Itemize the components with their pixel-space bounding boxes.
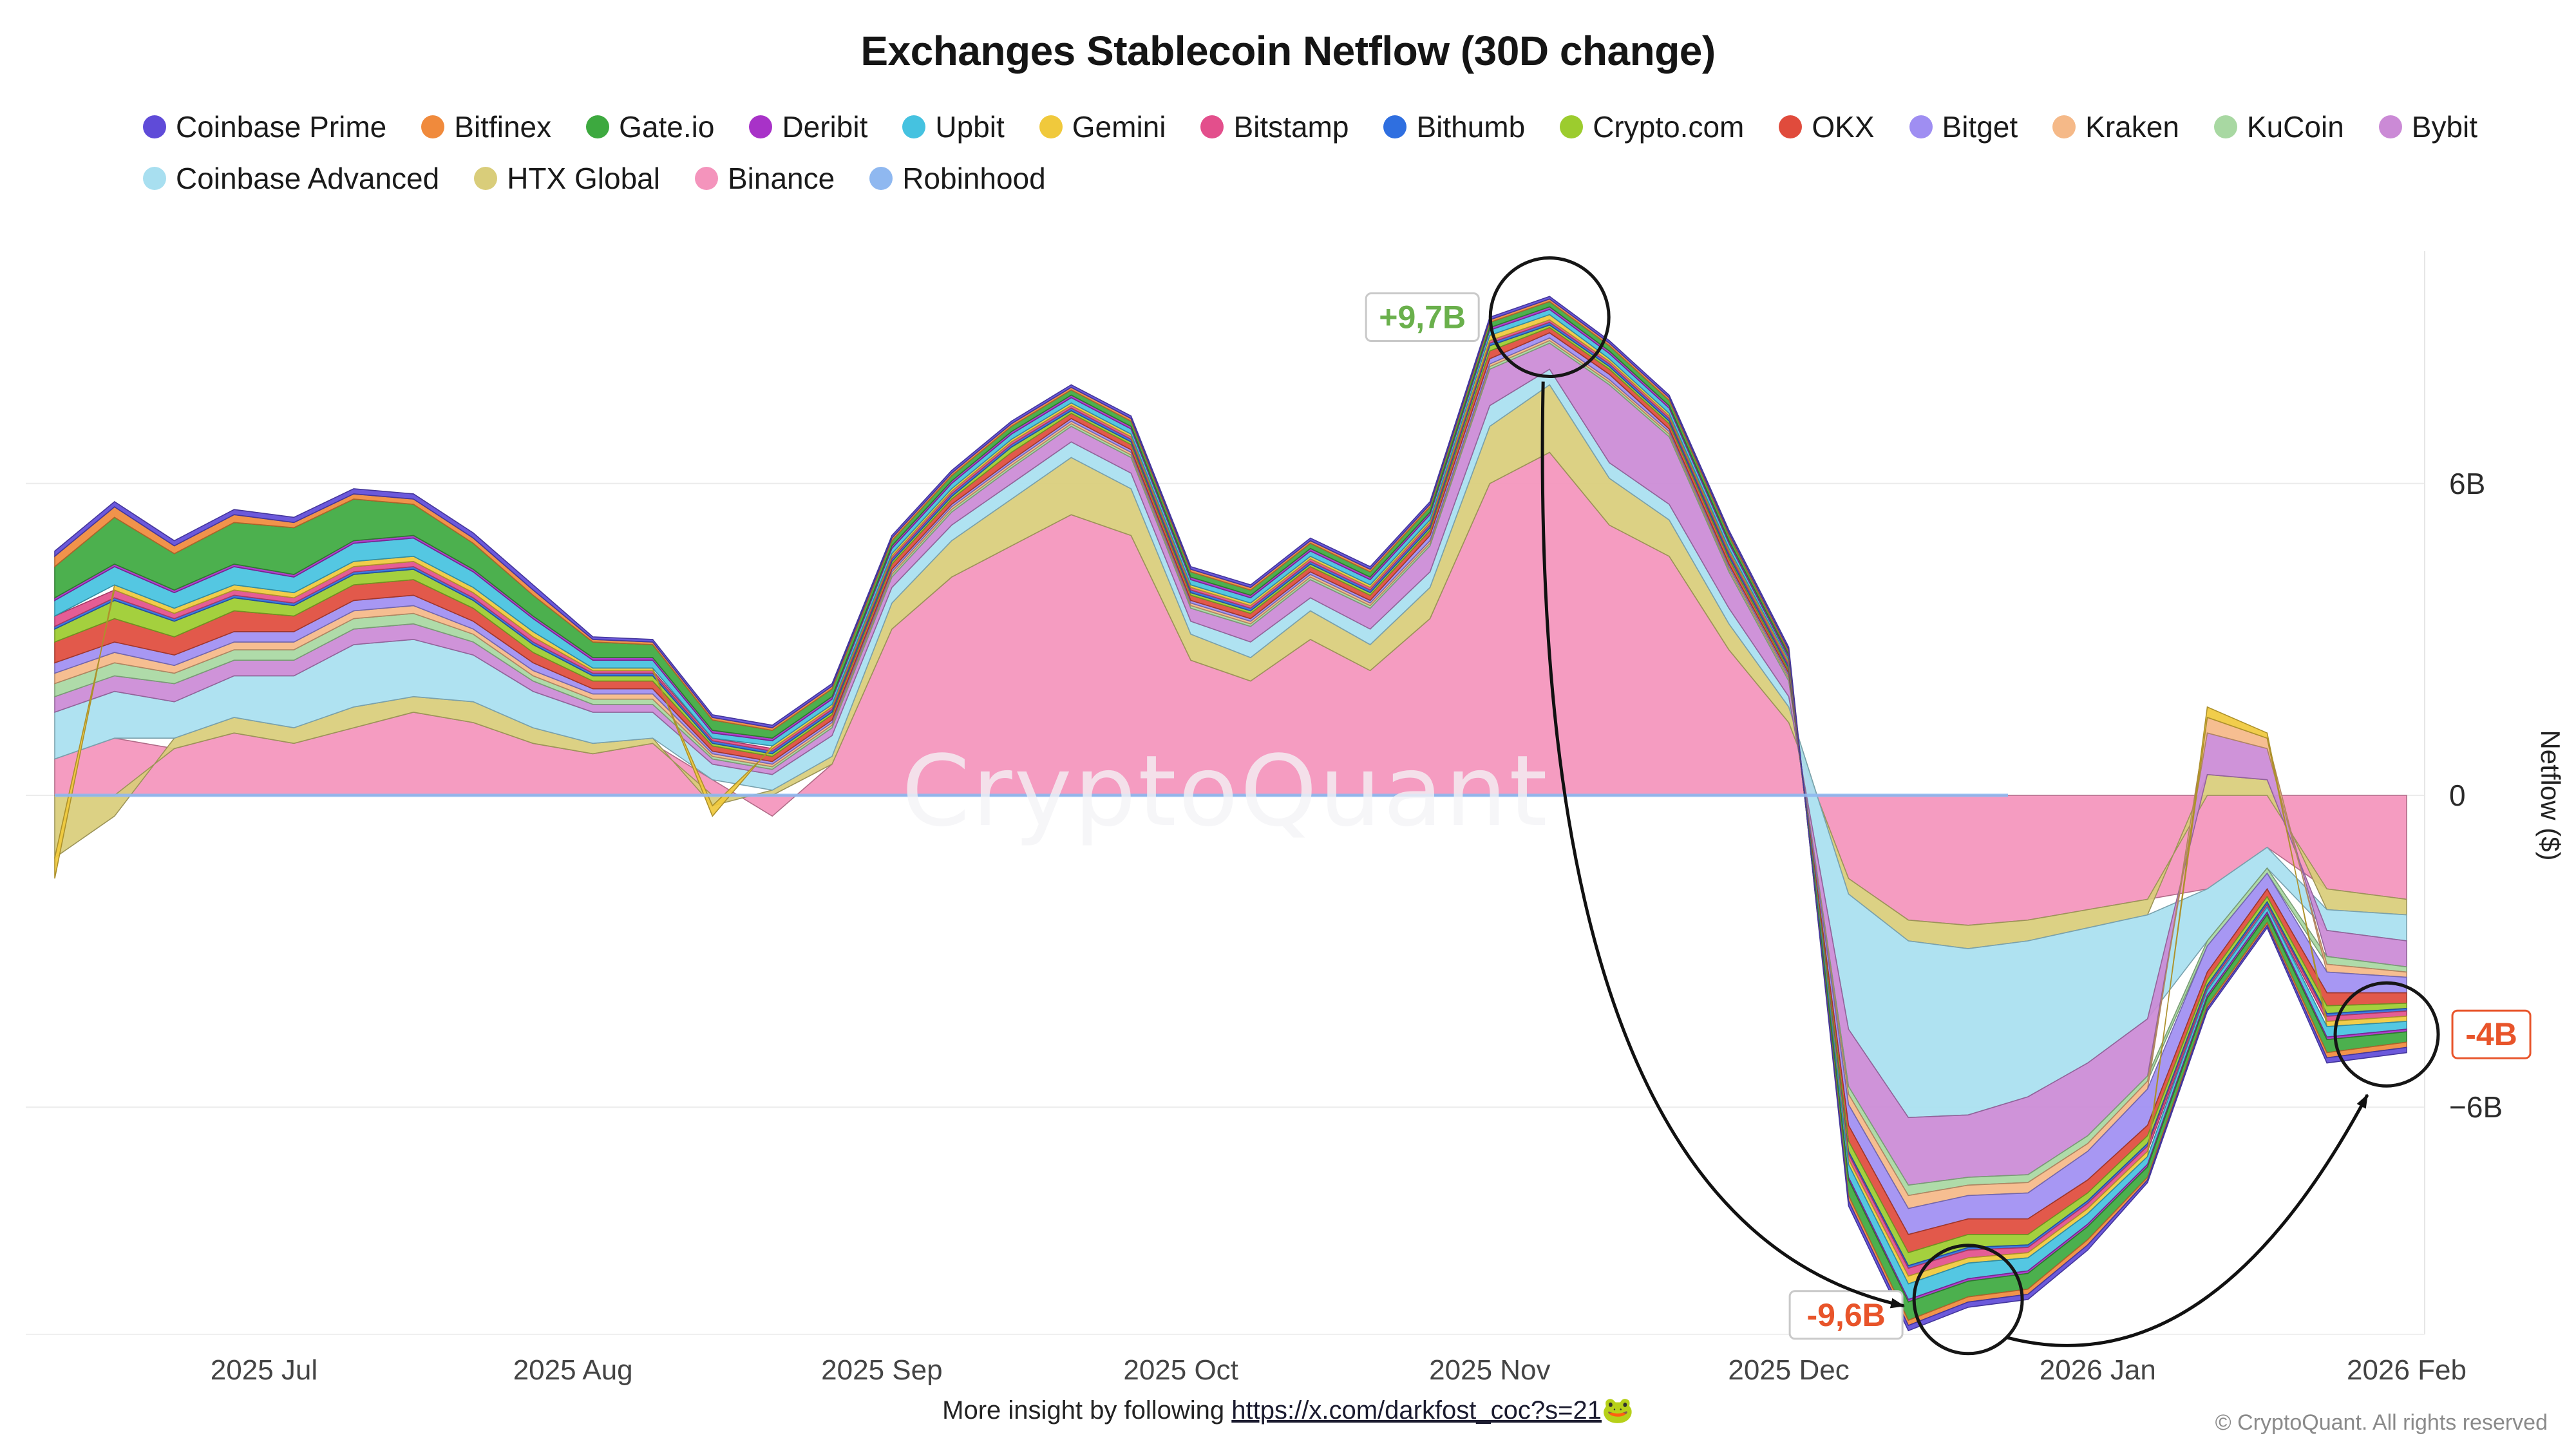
legend-item-bitget[interactable]: Bitget <box>1909 109 2018 144</box>
legend-label: Gemini <box>1072 110 1166 144</box>
annotation-arrow-peak-to-trough <box>1540 381 1906 1309</box>
legend-label: HTX Global <box>507 162 660 195</box>
gemini-dot-icon <box>1039 115 1063 138</box>
x-tick-label: 2025 Sep <box>821 1354 942 1386</box>
legend-item-bybit[interactable]: Bybit <box>2378 109 2478 144</box>
crypto-com-dot-icon <box>1560 115 1584 138</box>
legend-label: OKX <box>1812 110 1875 144</box>
kucoin-dot-icon <box>2213 115 2237 138</box>
y-tick-label: 0 <box>2449 779 2466 812</box>
x-tick-label: 2025 Jul <box>211 1354 317 1386</box>
bitstamp-dot-icon <box>1200 115 1224 138</box>
htx-global-dot-icon <box>474 167 498 190</box>
gridlines: 6B 0 −6B 2025 Jul 2025 Aug 2025 Sep 2025 Oct 20… <box>26 251 2503 1386</box>
coinbase-advanced-dot-icon <box>143 167 166 190</box>
annotation-circle-peak <box>1488 256 1611 379</box>
kraken-dot-icon <box>2052 115 2076 138</box>
legend-item-bithumb[interactable]: Bithumb <box>1383 109 1525 144</box>
footer-link[interactable]: https://x.com/darkfost_coc?s=21 <box>1231 1396 1602 1425</box>
annotation-arrow-trough-to-end <box>2005 1094 2369 1347</box>
legend-item-binance[interactable]: Binance <box>694 161 835 196</box>
legend-item-gemini[interactable]: Gemini <box>1039 109 1166 144</box>
annotation-circle-trough <box>1912 1244 2024 1356</box>
annotation-circle-end <box>2333 981 2440 1088</box>
x-tick-label: 2025 Dec <box>1728 1354 1849 1386</box>
legend-label: Coinbase Advanced <box>176 162 440 195</box>
y-tick-label: 6B <box>2449 467 2485 500</box>
legend-label: Crypto.com <box>1593 110 1745 144</box>
annotation-label-peak: +9,7B <box>1379 299 1466 336</box>
legend-label: Bybit <box>2411 110 2478 144</box>
legend-label: Coinbase Prime <box>176 110 387 144</box>
coinbase-prime-dot-icon <box>143 115 166 138</box>
binance-dot-icon <box>694 167 718 190</box>
bithumb-dot-icon <box>1383 115 1407 138</box>
annotation-label-end: -4B <box>2465 1016 2517 1052</box>
deribit-dot-icon <box>749 115 773 138</box>
legend-item-kraken[interactable]: Kraken <box>2052 109 2179 144</box>
gate-io-dot-icon <box>586 115 610 138</box>
legend-item-robinhood[interactable]: Robinhood <box>869 161 1046 196</box>
y-axis-title: Netflow ($) <box>2535 730 2566 860</box>
bitget-dot-icon <box>1909 115 1933 138</box>
legend-item-gate-io[interactable]: Gate.io <box>586 109 714 144</box>
legend-label: Bitstamp <box>1233 110 1349 144</box>
x-tick-label: 2026 Feb <box>2347 1354 2467 1386</box>
legend-item-htx-global[interactable]: HTX Global <box>474 161 660 196</box>
legend-item-deribit[interactable]: Deribit <box>749 109 867 144</box>
legend-item-okx[interactable]: OKX <box>1779 109 1875 144</box>
upbit-dot-icon <box>902 115 926 138</box>
legend-item-coinbase-prime[interactable]: Coinbase Prime <box>143 109 386 144</box>
okx-dot-icon <box>1779 115 1803 138</box>
copyright-notice: © CryptoQuant. All rights reserved <box>2215 1410 2548 1435</box>
x-tick-label: 2025 Oct <box>1123 1354 1238 1386</box>
robinhood-dot-icon <box>869 167 893 190</box>
legend-label: Kraken <box>2085 110 2179 144</box>
legend-label: Robinhood <box>902 162 1046 195</box>
legend-label: Binance <box>727 162 835 195</box>
legend-label: Gate.io <box>619 110 715 144</box>
x-tick-label: 2026 Jan <box>2040 1354 2156 1386</box>
frog-emoji: 🐸 <box>1602 1396 1634 1425</box>
area-coinbase-prime[interactable] <box>54 296 2407 1332</box>
annotations: +9,7B -9,6B -4B <box>1365 256 2532 1356</box>
legend-label: Bitget <box>1942 110 2018 144</box>
annotation-box-end <box>2451 1009 2532 1059</box>
legend-item-coinbase-advanced[interactable]: Coinbase Advanced <box>143 161 439 196</box>
legend-item-crypto-com[interactable]: Crypto.com <box>1560 109 1744 144</box>
legend-item-kucoin[interactable]: KuCoin <box>2213 109 2344 144</box>
annotation-box-trough <box>1788 1290 1904 1340</box>
legend-label: Bithumb <box>1416 110 1526 144</box>
legend: Coinbase Prime Bitfinex Gate.io Deribit Upbi… <box>143 109 2487 196</box>
legend-item-bitfinex[interactable]: Bitfinex <box>421 109 551 144</box>
legend-label: Upbit <box>935 110 1005 144</box>
y-tick-label: −6B <box>2449 1090 2503 1124</box>
x-tick-label: 2025 Aug <box>513 1354 633 1386</box>
series-areas <box>54 296 2407 1332</box>
legend-item-bitstamp[interactable]: Bitstamp <box>1200 109 1349 144</box>
footer-text: More insight by following <box>942 1396 1232 1425</box>
footer: More insight by following https://x.com/… <box>0 1395 2576 1425</box>
bitfinex-dot-icon <box>421 115 445 138</box>
bybit-dot-icon <box>2378 115 2402 138</box>
legend-item-upbit[interactable]: Upbit <box>902 109 1005 144</box>
annotation-label-trough: -9,6B <box>1806 1297 1885 1333</box>
annotation-box-peak <box>1365 292 1480 343</box>
legend-label: Deribit <box>782 110 868 144</box>
legend-label: KuCoin <box>2246 110 2344 144</box>
x-tick-label: 2025 Nov <box>1429 1354 1550 1386</box>
legend-label: Bitfinex <box>454 110 552 144</box>
chart-title: Exchanges Stablecoin Netflow (30D change… <box>860 28 1716 74</box>
